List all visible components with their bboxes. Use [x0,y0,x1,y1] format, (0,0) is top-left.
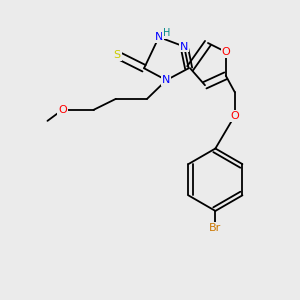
Text: N: N [162,75,170,85]
Text: N: N [180,42,188,52]
Text: O: O [58,105,67,115]
Text: H: H [163,28,170,38]
Text: O: O [230,111,239,121]
Text: N: N [155,32,163,42]
Text: O: O [221,47,230,57]
Text: S: S [114,50,121,60]
Text: Br: Br [209,223,221,233]
